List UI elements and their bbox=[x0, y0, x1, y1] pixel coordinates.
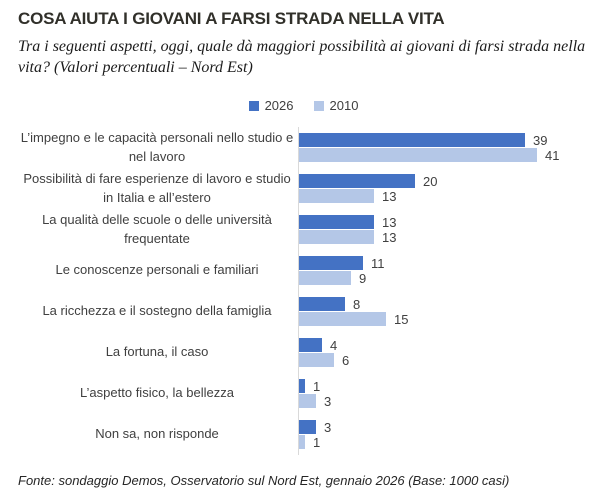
chart-subtitle: Tra i seguenti aspetti, oggi, quale dà m… bbox=[18, 38, 586, 76]
legend-label-2026: 2026 bbox=[264, 98, 294, 113]
value-label-2010: 1 bbox=[313, 434, 321, 450]
value-label-2010: 13 bbox=[382, 188, 397, 204]
bar-line-2010: 1 bbox=[299, 435, 595, 450]
bar-line-2026: 8 bbox=[299, 297, 595, 312]
bar-group: 11 9 bbox=[298, 250, 595, 291]
value-label-2010: 41 bbox=[545, 147, 560, 163]
bar-2010 bbox=[299, 271, 351, 285]
category-label: La ricchezza e il sostegno della famigli… bbox=[42, 303, 272, 319]
chart-row: L’impegno e le capacità personali nello … bbox=[18, 127, 595, 168]
bar-2026 bbox=[299, 133, 525, 147]
bar-group: 8 15 bbox=[298, 291, 595, 332]
category-label: Possibilità di fare esperienze di lavoro… bbox=[23, 170, 291, 205]
category-label: L’impegno e le capacità personali nello … bbox=[20, 129, 294, 164]
bar-2010 bbox=[299, 189, 374, 203]
bar-2010 bbox=[299, 312, 386, 326]
bar-2026 bbox=[299, 338, 322, 352]
bar-chart: L’impegno e le capacità personali nello … bbox=[18, 127, 595, 455]
legend-swatch-2010-icon bbox=[313, 100, 324, 111]
chart-row: Le conoscenze personali e familiari 11 9 bbox=[18, 250, 595, 291]
bar-line-2026: 39 bbox=[299, 133, 595, 148]
legend-swatch-2026-icon bbox=[248, 100, 259, 111]
value-label-2010: 15 bbox=[394, 311, 409, 327]
page-title: COSA AIUTA I GIOVANI A FARSI STRADA NELL… bbox=[18, 9, 445, 28]
value-label-2026: 4 bbox=[330, 337, 338, 353]
legend-label-2010: 2010 bbox=[329, 98, 359, 113]
legend-item-2026: 2026 bbox=[248, 98, 294, 113]
bar-line-2010: 13 bbox=[299, 189, 595, 204]
value-label-2026: 1 bbox=[313, 378, 321, 394]
value-label-2010: 13 bbox=[382, 229, 397, 245]
category-label: Non sa, non risponde bbox=[95, 426, 219, 442]
bar-2026 bbox=[299, 420, 316, 434]
chart-row: La qualità delle scuole o delle universi… bbox=[18, 209, 595, 250]
category-label: L’aspetto fisico, la bellezza bbox=[80, 385, 234, 401]
bar-line-2010: 41 bbox=[299, 148, 595, 163]
bar-line-2010: 6 bbox=[299, 353, 595, 368]
chart-row: La fortuna, il caso 4 6 bbox=[18, 332, 595, 373]
bar-group: 39 41 bbox=[298, 127, 595, 168]
bar-line-2026: 13 bbox=[299, 215, 595, 230]
bar-line-2026: 4 bbox=[299, 338, 595, 353]
bar-line-2026: 3 bbox=[299, 420, 595, 435]
bar-2010 bbox=[299, 394, 316, 408]
bar-2026 bbox=[299, 256, 363, 270]
chart-legend: 2026 2010 bbox=[12, 97, 595, 114]
bar-line-2010: 13 bbox=[299, 230, 595, 245]
bar-group: 20 13 bbox=[298, 168, 595, 209]
value-label-2010: 9 bbox=[359, 270, 367, 286]
bar-2026 bbox=[299, 215, 374, 229]
bar-group: 13 13 bbox=[298, 209, 595, 250]
bar-line-2026: 20 bbox=[299, 174, 595, 189]
chart-row: La ricchezza e il sostegno della famigli… bbox=[18, 291, 595, 332]
bar-line-2026: 1 bbox=[299, 379, 595, 394]
source-note: Fonte: sondaggio Demos, Osservatorio sul… bbox=[18, 473, 510, 488]
bar-line-2026: 11 bbox=[299, 256, 595, 271]
bar-2010 bbox=[299, 230, 374, 244]
value-label-2010: 3 bbox=[324, 393, 332, 409]
bar-2010 bbox=[299, 148, 537, 162]
value-label-2026: 11 bbox=[371, 255, 385, 271]
value-label-2010: 6 bbox=[342, 352, 350, 368]
bar-2026 bbox=[299, 174, 415, 188]
bar-line-2010: 3 bbox=[299, 394, 595, 409]
value-label-2026: 8 bbox=[353, 296, 361, 312]
chart-row: L’aspetto fisico, la bellezza 1 3 bbox=[18, 373, 595, 414]
category-label: La qualità delle scuole o delle universi… bbox=[42, 211, 272, 246]
bar-2010 bbox=[299, 435, 305, 449]
value-label-2026: 3 bbox=[324, 419, 332, 435]
value-label-2026: 13 bbox=[382, 214, 397, 230]
chart-row: Non sa, non risponde 3 1 bbox=[18, 414, 595, 455]
value-label-2026: 20 bbox=[423, 173, 438, 189]
value-label-2026: 39 bbox=[533, 132, 548, 148]
category-label: La fortuna, il caso bbox=[105, 344, 209, 360]
bar-2026 bbox=[299, 297, 345, 311]
bar-2026 bbox=[299, 379, 305, 393]
bar-2010 bbox=[299, 353, 334, 367]
bar-line-2010: 15 bbox=[299, 312, 595, 327]
category-label: Le conoscenze personali e familiari bbox=[55, 262, 259, 278]
bar-line-2010: 9 bbox=[299, 271, 595, 286]
legend-item-2010: 2010 bbox=[313, 98, 359, 113]
chart-row: Possibilità di fare esperienze di lavoro… bbox=[18, 168, 595, 209]
